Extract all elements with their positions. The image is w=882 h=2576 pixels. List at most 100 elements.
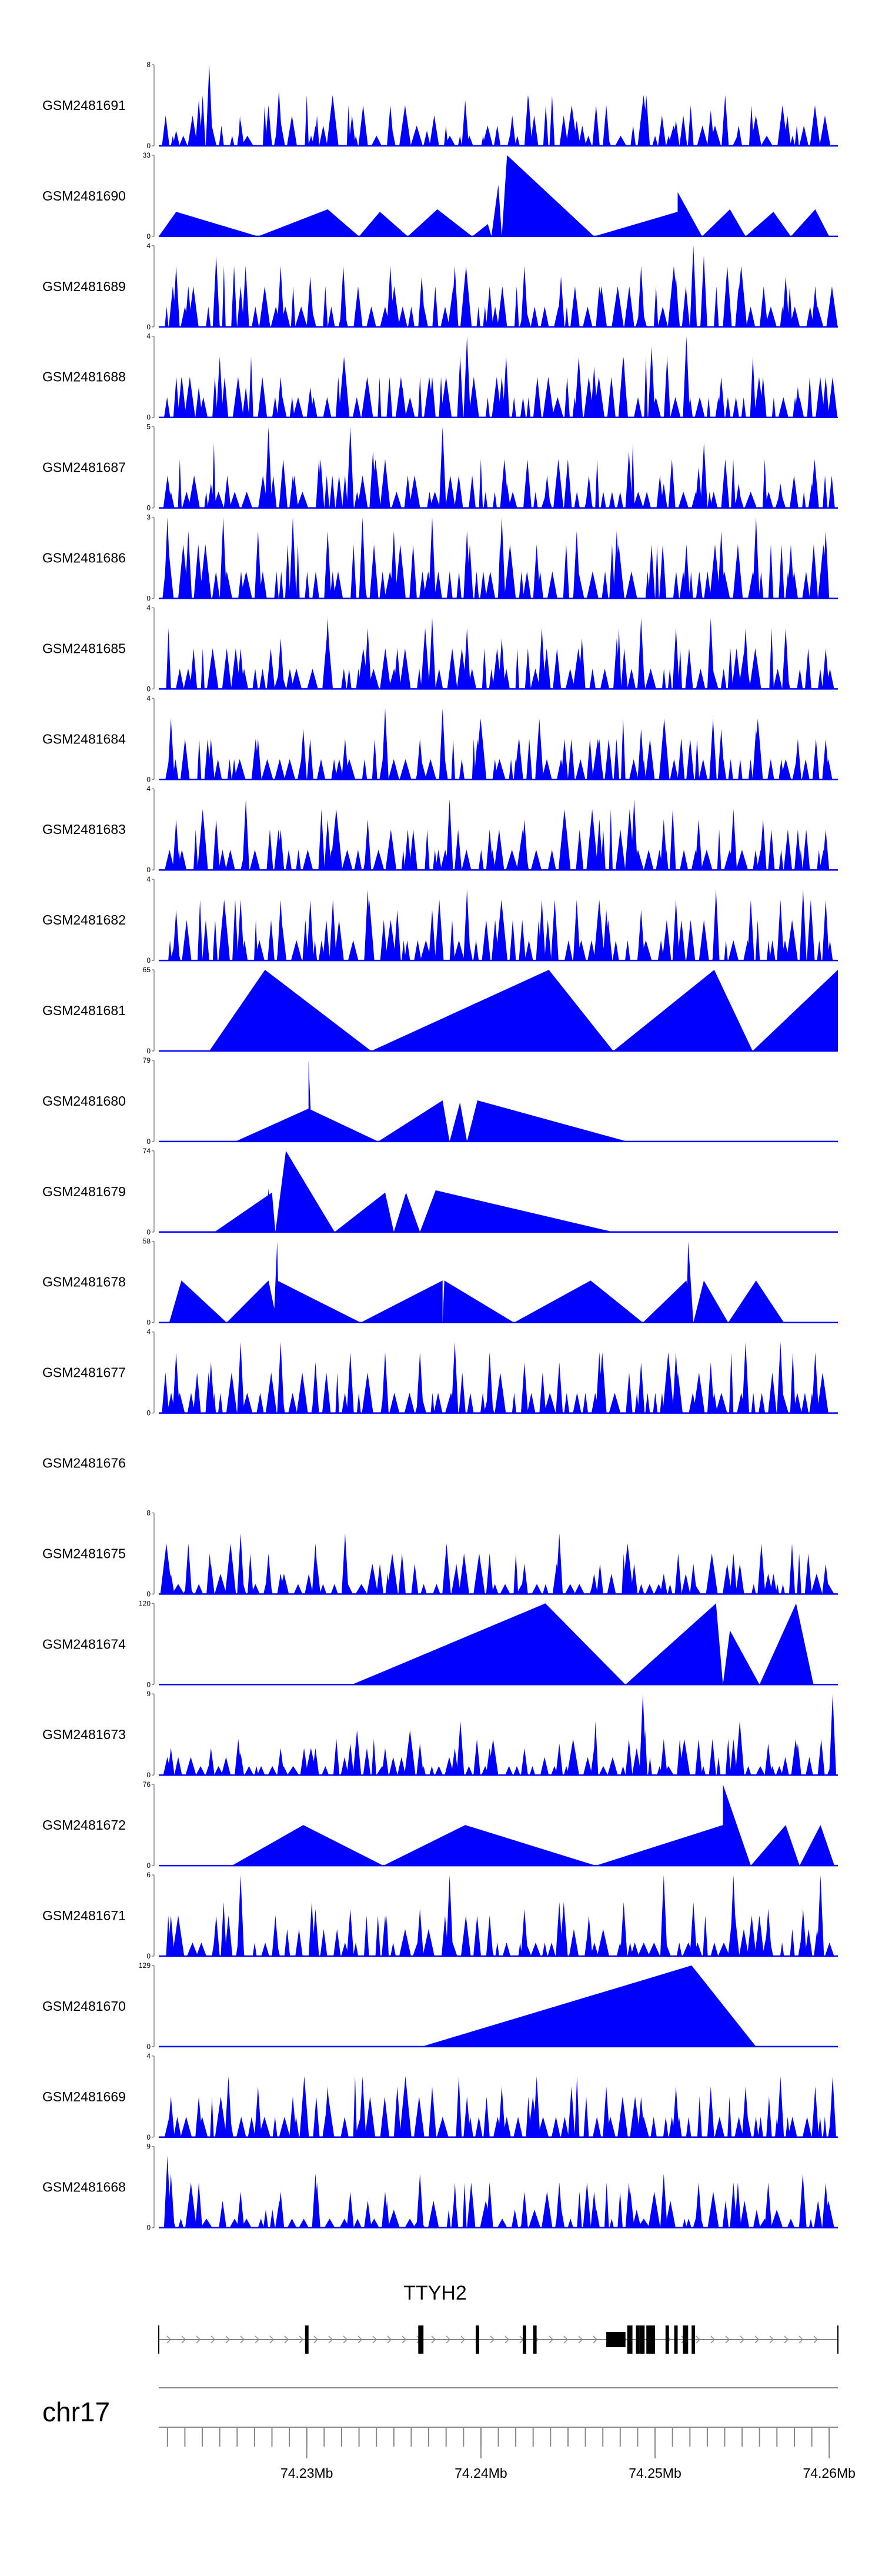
peak-34 bbox=[512, 397, 516, 418]
peak-14 bbox=[288, 1393, 298, 1413]
peak-0 bbox=[352, 1603, 626, 1685]
track-y-axis: 58 0 bbox=[143, 1237, 155, 1327]
peak-52 bbox=[668, 459, 676, 508]
peak-82 bbox=[556, 1743, 563, 1776]
peak-76 bbox=[346, 1743, 354, 1776]
peak-4 bbox=[206, 648, 219, 689]
peak-72 bbox=[306, 899, 314, 961]
peak-20 bbox=[377, 376, 382, 418]
peak-37 bbox=[533, 376, 542, 418]
peak-21 bbox=[380, 648, 391, 689]
peak-84 bbox=[752, 517, 760, 599]
peak-71 bbox=[277, 899, 285, 961]
y-axis-max-label: 6 bbox=[146, 1871, 151, 1879]
genome-axis: chr17 74.23Mb 74.24Mb 74.25Mb 74.26Mb bbox=[42, 2387, 856, 2481]
peak-32 bbox=[480, 571, 487, 599]
y-axis-zero-label: 0 bbox=[146, 1319, 151, 1327]
exon-9 bbox=[646, 2325, 655, 2354]
peak-3 bbox=[197, 739, 202, 780]
peak-83 bbox=[643, 95, 650, 146]
peak-37 bbox=[583, 2183, 591, 2228]
peak-67 bbox=[242, 799, 249, 870]
peak-46 bbox=[665, 2200, 676, 2228]
peak-16 bbox=[319, 1584, 327, 1594]
peak-59 bbox=[759, 571, 764, 599]
axis-ticks: 74.23Mb 74.24Mb 74.25Mb 74.26Mb bbox=[166, 2427, 856, 2481]
peak-38 bbox=[564, 1584, 576, 1594]
peak-66 bbox=[781, 1757, 789, 1776]
peak-56 bbox=[731, 648, 741, 689]
peak-1 bbox=[172, 1584, 185, 1594]
peak-43 bbox=[587, 940, 596, 961]
peak-7 bbox=[231, 266, 237, 327]
peak-40 bbox=[564, 376, 570, 418]
y-axis-zero-label: 0 bbox=[146, 1047, 151, 1055]
peak-27 bbox=[461, 1916, 471, 1956]
track-GSM2481681: GSM2481681 65 0 bbox=[42, 966, 838, 1055]
peak-37 bbox=[523, 571, 532, 599]
peak-63 bbox=[826, 286, 838, 327]
peak-79 bbox=[695, 819, 702, 870]
peak-12 bbox=[299, 2218, 309, 2228]
peak-50 bbox=[660, 1393, 664, 1413]
peak-9 bbox=[693, 1280, 729, 1323]
peak-12 bbox=[284, 759, 296, 780]
peak-19 bbox=[342, 475, 348, 508]
peak-34 bbox=[506, 849, 518, 870]
peak-33 bbox=[503, 356, 510, 418]
track-GSM2481672: GSM2481672 76 0 bbox=[42, 1780, 838, 1870]
peak-52 bbox=[701, 849, 713, 870]
peak-39 bbox=[544, 1393, 556, 1413]
peak-3 bbox=[277, 1280, 361, 1323]
peak-79 bbox=[730, 2183, 737, 2228]
peak-10 bbox=[242, 1393, 253, 1413]
peak-28 bbox=[433, 1393, 443, 1413]
y-axis-max-label: 4 bbox=[146, 694, 151, 702]
peak-57 bbox=[754, 1916, 764, 1956]
peak-84 bbox=[742, 1342, 749, 1413]
peak-12 bbox=[285, 849, 292, 870]
y-axis-max-label: 5 bbox=[146, 423, 151, 431]
peak-79 bbox=[561, 739, 568, 780]
track-label: GSM2481680 bbox=[42, 1093, 126, 1109]
peak-25 bbox=[414, 940, 422, 961]
peak-36 bbox=[526, 739, 533, 780]
peak-81 bbox=[700, 256, 707, 327]
peak-78 bbox=[637, 266, 645, 327]
peak-53 bbox=[718, 1943, 730, 1956]
peak-78 bbox=[516, 739, 523, 780]
peak-75 bbox=[346, 426, 354, 508]
peak-2 bbox=[187, 1943, 198, 1956]
peak-71 bbox=[254, 739, 262, 780]
peak-2 bbox=[185, 2183, 197, 2228]
peak-46 bbox=[615, 135, 627, 146]
peak-55 bbox=[700, 443, 708, 508]
peak-31 bbox=[474, 571, 479, 599]
peak-56 bbox=[716, 1393, 727, 1413]
peak-61 bbox=[735, 1721, 744, 1776]
strand-arrow bbox=[505, 2335, 510, 2344]
peak-57 bbox=[725, 397, 731, 418]
peak-24 bbox=[391, 492, 402, 508]
peak-2 bbox=[183, 668, 193, 689]
peak-47 bbox=[682, 2218, 687, 2228]
strand-arrow bbox=[358, 2335, 363, 2344]
peak-55 bbox=[736, 849, 749, 870]
peak-19 bbox=[355, 1584, 368, 1594]
peak-8 bbox=[677, 192, 702, 236]
peak-17 bbox=[328, 306, 335, 327]
peak-33 bbox=[483, 492, 488, 508]
peak-82 bbox=[822, 2183, 830, 2228]
peak-77 bbox=[404, 475, 412, 508]
peak-27 bbox=[427, 492, 432, 508]
strand-arrow bbox=[431, 2335, 436, 2344]
peak-65 bbox=[799, 125, 808, 146]
peak-47 bbox=[629, 759, 639, 780]
peak-26 bbox=[432, 286, 439, 327]
peak-68 bbox=[277, 829, 285, 870]
peak-13 bbox=[299, 2076, 309, 2137]
peak-39 bbox=[576, 829, 584, 870]
track-y-axis: 129 0 bbox=[139, 1961, 155, 2051]
